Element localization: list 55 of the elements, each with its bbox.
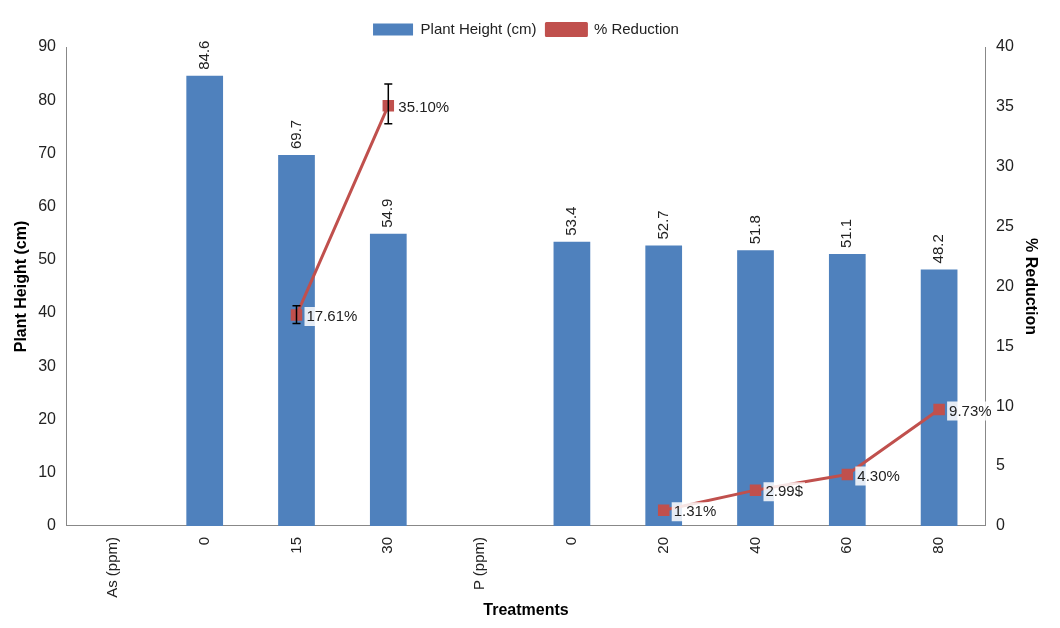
data-label: 53.4 <box>562 206 580 236</box>
y-tick-label: 20 <box>38 409 57 427</box>
y2-tick-label: 15 <box>996 336 1014 354</box>
bar <box>553 241 591 526</box>
x-tick-label: 30 <box>378 536 396 554</box>
x-tick-label: 20 <box>653 536 671 554</box>
y-tick-label: 10 <box>38 463 57 481</box>
y2-tick-label: 20 <box>996 276 1014 294</box>
y-tick-label: 90 <box>38 37 57 55</box>
y-tick-label: 30 <box>38 356 57 374</box>
data-label: 52.7 <box>653 210 671 240</box>
data-label: 51.8 <box>745 215 763 245</box>
y-axis-title: Plant Height (cm) <box>12 220 30 353</box>
y2-tick-label: 25 <box>996 217 1014 235</box>
data-label: 35.10% <box>398 97 450 115</box>
y-tick-label: 80 <box>38 90 57 108</box>
data-label: 48.2 <box>929 234 947 264</box>
y2-tick-label: 30 <box>996 157 1014 175</box>
legend-label: Plant Height (cm) <box>420 19 537 37</box>
point <box>933 403 945 416</box>
data-label: 69.7 <box>286 119 304 150</box>
y2-axis-title: % Reduction <box>1022 238 1040 335</box>
point <box>657 504 670 517</box>
x-tick-label: 0 <box>562 536 580 546</box>
y2-tick-label: 10 <box>996 396 1014 414</box>
data-label: 1.31% <box>673 502 717 520</box>
data-label: 51.1 <box>837 218 855 249</box>
x-tick-label: As (ppm) <box>103 536 121 598</box>
y2-tick-label: 5 <box>996 456 1005 474</box>
y-tick-label: 40 <box>38 303 57 321</box>
data-label: 2.99$ <box>765 482 804 500</box>
x-tick-label: 15 <box>286 536 304 554</box>
x-tick-label: P (ppm) <box>470 536 488 591</box>
point <box>749 484 762 496</box>
x-tick-label: 60 <box>837 536 855 554</box>
bar <box>186 75 224 526</box>
y-tick-label: 70 <box>38 143 57 161</box>
data-label: 9.73% <box>949 401 992 419</box>
data-label: 84.6 <box>194 40 212 70</box>
y2-tick-label: 40 <box>996 37 1014 55</box>
x-tick-label: 40 <box>745 536 763 554</box>
data-label: 17.61% <box>306 307 358 325</box>
y2-tick-label: 0 <box>996 516 1005 534</box>
data-label: 54.9 <box>378 198 396 228</box>
x-axis-title: Treatments <box>483 600 569 618</box>
bar <box>369 233 407 526</box>
data-label: 4.30% <box>857 466 900 484</box>
y2-tick-label: 35 <box>996 97 1014 115</box>
legend-label: % Reduction <box>593 19 679 37</box>
x-tick-label: 80 <box>929 536 947 554</box>
point <box>841 468 854 481</box>
y-tick-label: 0 <box>47 516 57 534</box>
y-tick-label: 50 <box>38 250 57 268</box>
x-tick-label: 0 <box>194 536 212 546</box>
y-tick-label: 60 <box>38 197 57 215</box>
